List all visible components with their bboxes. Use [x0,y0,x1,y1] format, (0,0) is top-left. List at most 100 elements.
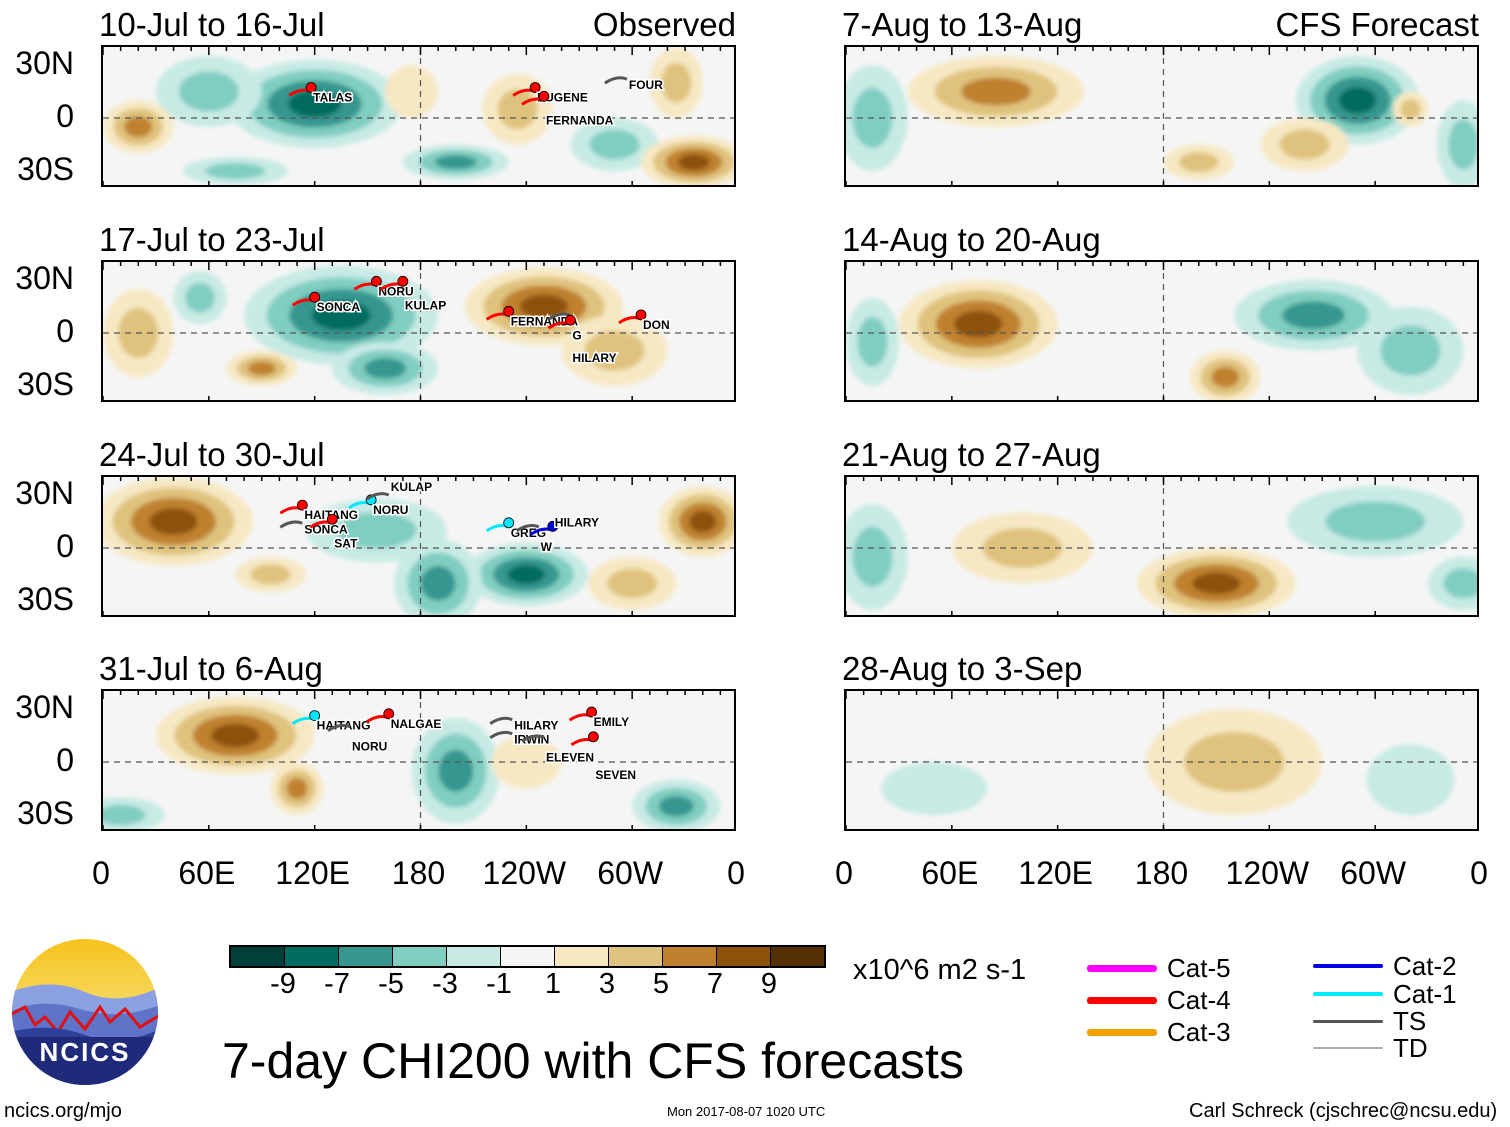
storm-track[interactable]: HILARY [489,716,560,734]
hurricane-icon [305,82,317,93]
legend-label: Cat-2 [1393,950,1457,981]
storm-track[interactable]: NALGAE [365,708,443,732]
colorbar-swatch [285,947,339,966]
map-panel-p3: HAITANGSONCASATNORUKULAPGREGWHILARY [101,475,736,617]
anomaly-contour [1380,325,1441,376]
hurricane-icon [529,82,541,93]
anomaly-contour [1443,568,1477,599]
legend-line-icon [1313,1047,1383,1049]
legend-line-icon [1313,964,1383,968]
anomaly-contour [250,564,291,585]
storm-track[interactable]: SEVEN [570,731,638,783]
anomaly-contour [103,805,146,825]
legend-line-icon [1313,1019,1383,1023]
storm-label: FOUR [629,78,663,92]
map-panel-r4 [844,689,1479,831]
storm-label: DON [643,318,670,332]
svg-text:NCICS: NCICS [40,1037,131,1067]
legend-item: Cat-5 [1087,953,1231,983]
panel-title: 28-Aug to 3-Sep [842,650,1083,687]
map-panel-r2 [844,260,1479,402]
anomaly-contour [881,762,988,815]
hurricane-icon [296,499,308,511]
anomaly-contour [438,749,474,792]
anomaly-contour [211,723,260,748]
storm-track[interactable]: G [547,312,583,344]
storm-track[interactable]: IRWIN [489,730,551,748]
legend-line-icon [1087,964,1157,972]
legend-item: TD [1313,1033,1428,1063]
storm-track[interactable]: NORU [348,494,410,518]
hurricane-icon [587,731,599,743]
hurricane-icon [309,710,321,722]
storm-track[interactable]: SAT [309,513,360,552]
anomaly-contour [1448,119,1477,170]
lon-label: 60E [921,855,979,891]
anomaly-contour [1279,129,1330,160]
anomaly-contour [589,129,640,160]
hurricane-icon [538,90,550,102]
colorbar-tick-label: -7 [324,968,350,1000]
panel-title: 21-Aug to 27-Aug [842,436,1101,473]
anomaly-contour [364,357,407,379]
lat-label: 30N [15,45,74,81]
lon-label: 120W [482,855,567,891]
storm-track[interactable]: HILARY [529,514,601,536]
storm-track[interactable]: ELEVEN [521,734,595,766]
lon-label: 0 [1470,855,1488,891]
anomaly-contour [336,512,417,549]
lon-label: 60W [1340,855,1407,891]
anomaly-contour [661,62,692,103]
storm-track[interactable]: GREG [485,517,548,541]
lat-label: 30N [15,475,74,511]
author-credit: Carl Schreck (cjschrec@ncsu.edu) [1189,1100,1498,1122]
map-panel-p1: TALAS EUGENE FERNANDA FOUR [101,45,736,187]
legend-item: TS [1313,1006,1426,1036]
legend-line-icon [1087,1028,1157,1036]
timestamp: Mon 2017-08-07 1020 UTC [667,1104,826,1119]
anomaly-contour [584,330,645,371]
storm-track[interactable]: FERNANDA [521,90,615,129]
storm-label: EMILY [594,715,630,729]
website-link[interactable]: ncics.org/mjo [4,1100,122,1122]
anomaly-contour [247,361,276,376]
lon-label: 0 [727,855,745,891]
lat-label: 30N [15,260,74,296]
legend-label: Cat-5 [1167,952,1231,983]
storm-track[interactable]: EMILY [568,706,631,731]
anomaly-contour [205,163,266,179]
anomaly-contour [420,565,456,601]
colorbar-tick-label: 5 [652,968,670,1000]
storm-track[interactable]: KULAP [365,479,434,501]
storm-track[interactable]: W [515,523,554,555]
anomaly-contour [497,89,538,130]
anomaly-contour [961,77,1031,106]
storm-track[interactable]: HILARY [547,314,618,367]
hurricane-icon [383,708,395,720]
storm-track[interactable]: EUGENE [512,82,589,106]
lat-label: 30S [17,581,74,617]
anomaly-contour [149,508,198,535]
hurricane-icon [503,305,515,317]
storm-track[interactable]: SONCA [291,291,362,316]
storm-track[interactable]: FOUR [604,76,665,94]
lon-label: 60E [178,855,236,891]
anomaly-contour [124,116,153,138]
storm-track[interactable]: NORU [327,723,389,755]
anomaly-contour [857,316,888,367]
storm-label: HILARY [572,351,616,365]
colorbar [229,945,826,968]
lon-label: 0 [92,855,110,891]
storm-track[interactable]: DON [618,309,671,333]
storm-track[interactable]: TALAS [288,82,354,106]
storm-track[interactable]: KULAP [380,275,448,314]
anomaly-contour [286,778,308,799]
anomaly-contour [1192,572,1241,595]
anomaly-contour [1211,366,1240,388]
storm-label: FERNANDA [546,113,614,127]
figure-title: 7-day CHI200 with CFS forecasts [222,1033,964,1089]
colorbar-swatch [771,947,824,966]
storm-label: KULAP [391,480,432,494]
map-panel-p4: HAITANG NORU NALGAE HILARY IRWIN ELEVEN EMILY S… [101,689,736,831]
storm-track[interactable]: FERNANDA [485,305,580,330]
